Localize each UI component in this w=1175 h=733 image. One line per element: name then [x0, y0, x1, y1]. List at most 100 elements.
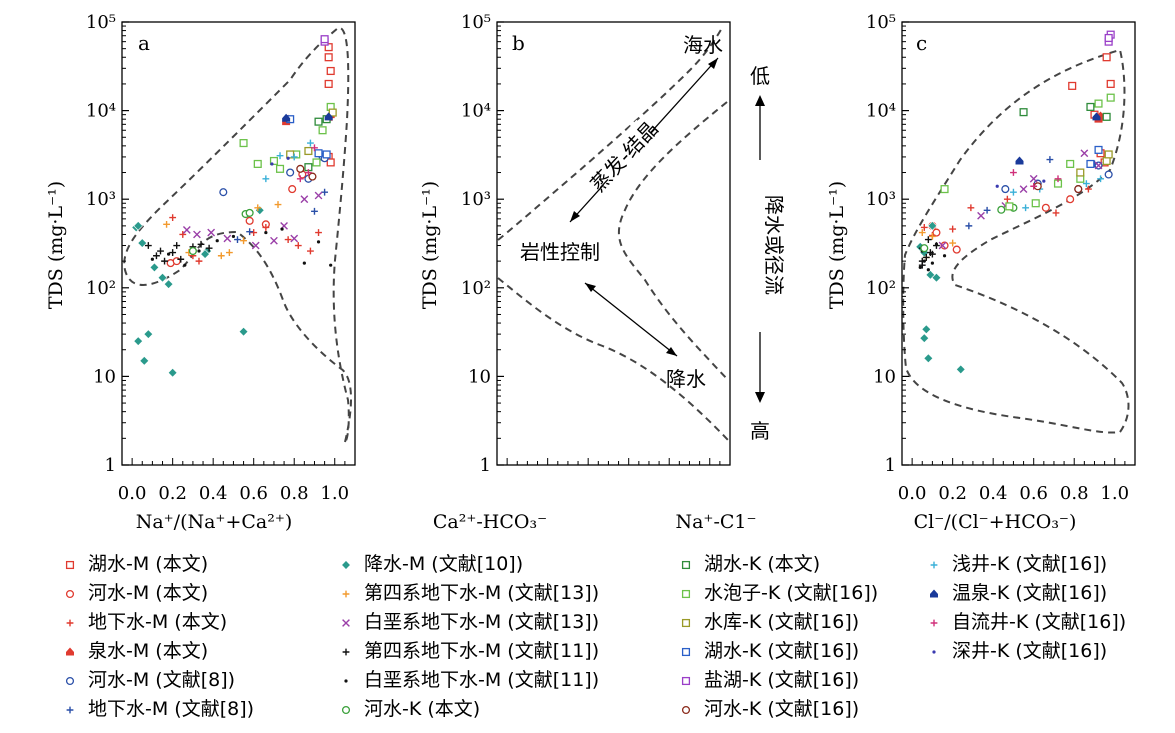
panel-a-ytick-label: 10⁵ [86, 12, 116, 33]
legend-label: 温泉-K (文献[16]) [952, 582, 1108, 604]
panel-a-data-point [324, 43, 333, 52]
panel-c: c [901, 21, 1136, 466]
panel-c-data-point [1010, 188, 1017, 196]
panel-c-data-point [1102, 53, 1111, 62]
panel-a-data-point [234, 236, 241, 243]
legend-label: 水库-K (文献[16]) [704, 611, 860, 633]
side-label-low: 低 [750, 64, 770, 88]
panel-c-data-point [1029, 174, 1038, 183]
evaporation-label: 蒸发-结晶 [586, 116, 663, 196]
panel-c-data-point [995, 184, 999, 188]
panel-c-data-point [1001, 185, 1010, 194]
panel-a-ytick-label: 10³ [86, 189, 116, 210]
panel-c-data-point [1086, 159, 1095, 168]
panel-a-data-point [169, 249, 177, 256]
panel-a-ylabel: TDS (mg·L⁻¹) [45, 181, 67, 309]
panel-c-data-point [967, 204, 975, 212]
panel-c-data-point [1094, 145, 1103, 154]
panel-c-xlabel: Cl⁻/(Cl⁻+HCO₃⁻) [914, 511, 1077, 533]
panel-a-data-point [225, 249, 233, 256]
panel-b-ytick-label: 10 [468, 366, 491, 387]
panel-c-data-point [1022, 204, 1029, 212]
legend-marker [681, 647, 691, 657]
panel-c-data-point [1092, 112, 1101, 121]
panel-a-frame [121, 21, 356, 466]
panel-a-data-point [217, 252, 225, 260]
panel-c-data-point [920, 224, 928, 231]
panel-a-data-point [326, 66, 335, 76]
panel-c-data-point [919, 333, 930, 344]
seawater-label: 海水 [683, 33, 723, 57]
panel-c-data-point [1066, 159, 1075, 168]
panel-c-data-point [921, 324, 932, 335]
panel-c-data-point [1106, 79, 1115, 88]
legend-marker [341, 560, 351, 570]
legend-label: 自流井-K (文献[16]) [952, 611, 1127, 633]
panel-a-data-point [296, 164, 305, 173]
panel-a-data-point [316, 240, 321, 244]
panel-a-data-point [207, 228, 216, 237]
legend-marker-shape [930, 589, 938, 598]
panel-a-data-point [182, 226, 191, 234]
panel-a-data-point [173, 242, 181, 249]
panel-a-data-point [305, 169, 312, 176]
legend-marker-shape [681, 589, 691, 599]
panel-c-frame [901, 21, 1136, 466]
legend-marker-shape [932, 650, 936, 654]
panel-c-data-point [1082, 180, 1090, 187]
panel-c-data-point [1106, 93, 1115, 102]
panel-a-data-point [300, 195, 309, 204]
legend-marker-shape [681, 705, 691, 715]
panel-c-xtick-label: 0.2 [938, 483, 967, 504]
panel-a-data-point [275, 164, 285, 173]
panel-a-data-point [324, 79, 333, 88]
panel-a-data-point [304, 146, 313, 156]
panel-a-label: a [138, 31, 150, 55]
legend-label: 河水-K (本文) [364, 698, 481, 720]
panel-c-ylabel: TDS (mg·L⁻¹) [826, 181, 848, 309]
panel-a-data-point [195, 257, 203, 265]
panel-a-xtick-label: 0.8 [280, 483, 309, 504]
panel-b-lower-boundary [497, 277, 729, 441]
legend-label: 湖水-M (本文) [88, 553, 209, 575]
panel-a-data-point [215, 239, 219, 243]
panel-a-data-point [311, 207, 318, 215]
panel-a-data-point [276, 152, 284, 160]
panel-b-ytick-label: 10³ [461, 189, 491, 210]
panel-c-data-point [1003, 195, 1011, 203]
legend-marker-shape [681, 560, 691, 570]
panel-c-data-point [977, 211, 985, 220]
legend-label: 地下水-M (本文) [88, 611, 228, 633]
legend-marker [681, 676, 691, 686]
panel-a-data-point [161, 257, 168, 265]
rock-control-label: 岩性控制 [520, 240, 600, 264]
panel-a-data-point [314, 191, 323, 200]
panel-c-data-point [1030, 182, 1038, 190]
legend-label: 河水-M (本文) [88, 582, 209, 604]
panel-a-data-point [321, 188, 329, 196]
panel-c-data-point [1102, 112, 1111, 121]
legend-marker-shape [344, 679, 348, 683]
panel-a-data-point [163, 220, 170, 228]
panel-c-data-point [1094, 99, 1103, 108]
legend-marker [65, 589, 75, 599]
legend-marker [681, 589, 691, 599]
panel-a-data-point [302, 261, 306, 265]
panel-a-data-point [282, 113, 291, 122]
legend-label: 泉水-M (本文) [88, 640, 209, 662]
panel-c-data-point [983, 206, 991, 214]
panel-c-data-point [934, 242, 939, 246]
panel-a-data-point [157, 272, 168, 283]
panel-a: a [121, 21, 356, 466]
panel-a-data-point [193, 230, 201, 239]
panel-a-data-point [270, 236, 278, 245]
panel-a-data-point [262, 175, 270, 183]
side-label-high: 高 [750, 419, 770, 443]
panel-a-data-point [245, 208, 254, 217]
panel-c-data-point [918, 229, 926, 236]
panel-a-data-point [205, 244, 213, 252]
evaporation-arrowhead-low [570, 211, 580, 222]
panel-a-data-point [177, 255, 185, 263]
side-arrowhead-down [755, 392, 765, 403]
panel-b-ytick-label: 10⁵ [461, 12, 491, 33]
